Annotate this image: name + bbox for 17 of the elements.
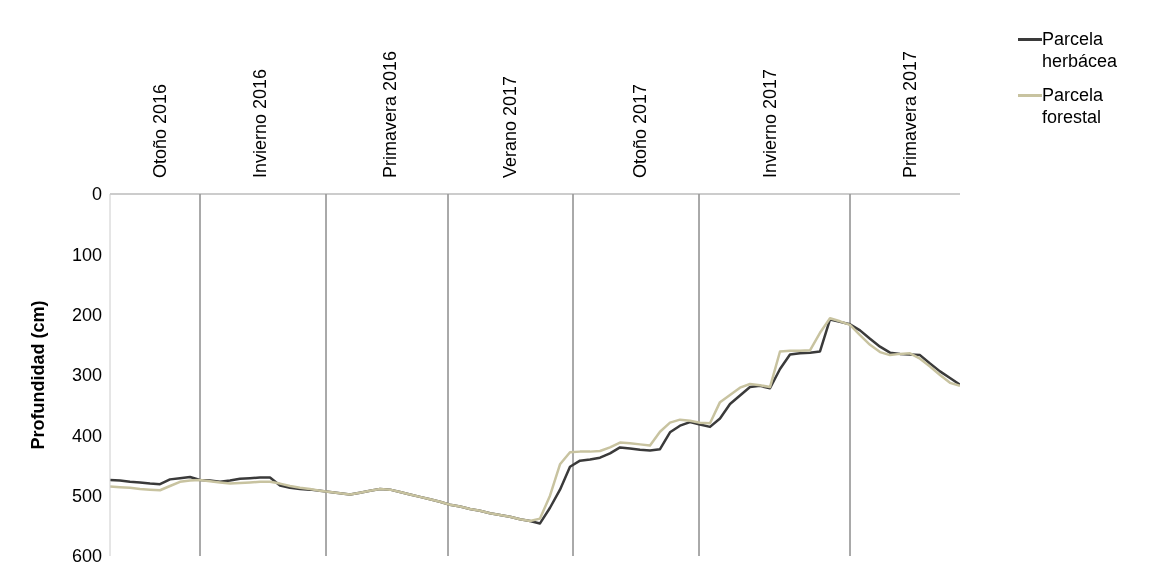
y-tick-label: 600	[71, 546, 102, 567]
legend-label: Parcela forestal	[1042, 84, 1105, 128]
y-tick-label: 0	[91, 184, 102, 205]
x-tick-label: Primavera 2016	[380, 50, 401, 178]
y-tick-label: 300	[71, 365, 102, 386]
y-tick-label: 400	[71, 425, 102, 446]
x-tick-label: Otoño 2017	[630, 83, 651, 178]
y-axis-title: Profundidad (cm)	[28, 300, 49, 450]
x-tick-label: Otoño 2016	[150, 83, 171, 178]
y-tick-label: 100	[71, 244, 102, 265]
x-tick-label: Verano 2017	[500, 75, 521, 178]
x-tick-label: Primavera 2017	[900, 50, 921, 178]
x-tick-label: Invierno 2016	[250, 68, 271, 178]
x-tick-label: Invierno 2017	[760, 68, 781, 178]
y-tick-label: 500	[71, 486, 102, 507]
legend-label: Parcela herbácea	[1042, 28, 1119, 72]
y-tick-label: 200	[71, 305, 102, 326]
